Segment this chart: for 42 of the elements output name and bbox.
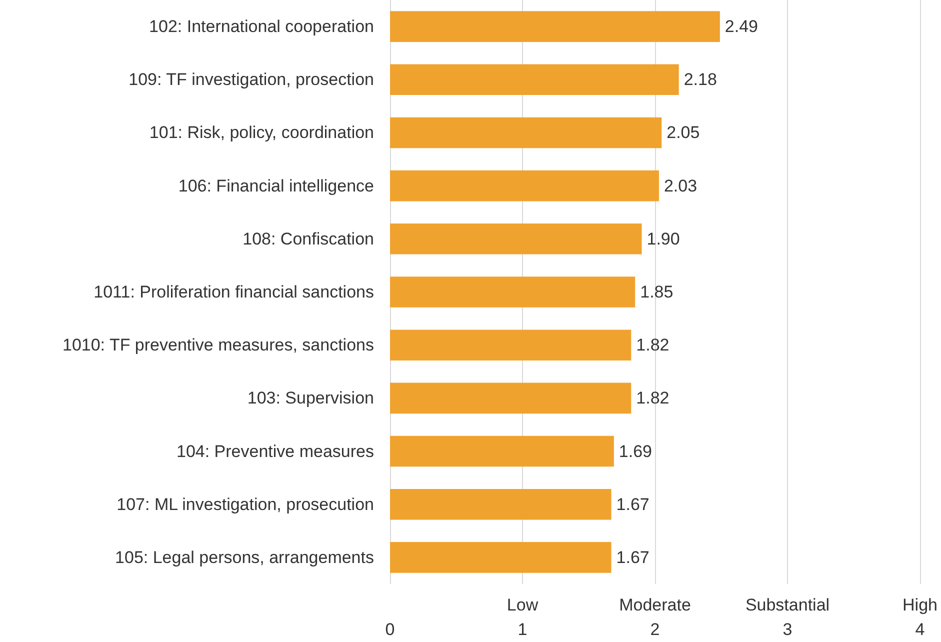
data-label: 1.82 bbox=[636, 388, 670, 408]
y-tick-label: 103: Supervision bbox=[247, 388, 374, 408]
bar bbox=[390, 117, 662, 148]
x-tick-label: 2 bbox=[650, 620, 660, 639]
x-tick-label: 1 bbox=[518, 620, 528, 639]
data-label: 2.49 bbox=[724, 17, 758, 36]
bar bbox=[390, 170, 659, 202]
y-tick-label: 107: ML investigation, prosecution bbox=[116, 494, 374, 514]
data-label: 1.67 bbox=[616, 548, 650, 567]
data-label: 1.67 bbox=[616, 494, 650, 514]
y-tick-label: 109: TF investigation, prosection bbox=[128, 70, 374, 90]
text: High bbox=[902, 596, 938, 614]
data-label: 1.90 bbox=[646, 229, 680, 248]
y-tick-label: 106: Financial intelligence bbox=[178, 176, 374, 196]
data-label: 1.85 bbox=[640, 282, 674, 302]
y-tick-label: 1010: TF preventive measures, sanctions bbox=[62, 336, 374, 355]
data-label: 2.05 bbox=[666, 123, 700, 142]
text: Low bbox=[506, 596, 539, 614]
text: Moderate bbox=[619, 596, 691, 614]
data-label: 1.69 bbox=[618, 442, 652, 461]
data-label: 1.82 bbox=[636, 336, 670, 355]
bar bbox=[390, 488, 612, 520]
bar bbox=[390, 382, 632, 414]
x-tick-label: 4 bbox=[915, 620, 925, 639]
y-tick-label: 105: Legal persons, arrangements bbox=[115, 548, 374, 567]
bar bbox=[390, 542, 612, 573]
y-tick-label: 102: International cooperation bbox=[149, 17, 374, 36]
y-tick-label: 1011: Proliferation financial sanctions bbox=[94, 282, 374, 302]
y-tick-label: 108: Confiscation bbox=[242, 229, 374, 248]
bar bbox=[390, 64, 679, 96]
data-label: 2.18 bbox=[684, 70, 717, 90]
x-tick-label: 0 bbox=[385, 620, 395, 639]
bar bbox=[390, 436, 614, 467]
data-label: 2.03 bbox=[664, 176, 698, 196]
bar bbox=[390, 276, 636, 308]
bar bbox=[390, 11, 720, 42]
bar bbox=[390, 224, 642, 254]
text: Substantial bbox=[745, 596, 830, 614]
y-tick-label: 104: Preventive measures bbox=[176, 442, 374, 461]
y-tick-label: 101: Risk, policy, coordination bbox=[149, 123, 374, 142]
bar bbox=[390, 330, 632, 360]
x-tick-label: 3 bbox=[782, 620, 792, 639]
